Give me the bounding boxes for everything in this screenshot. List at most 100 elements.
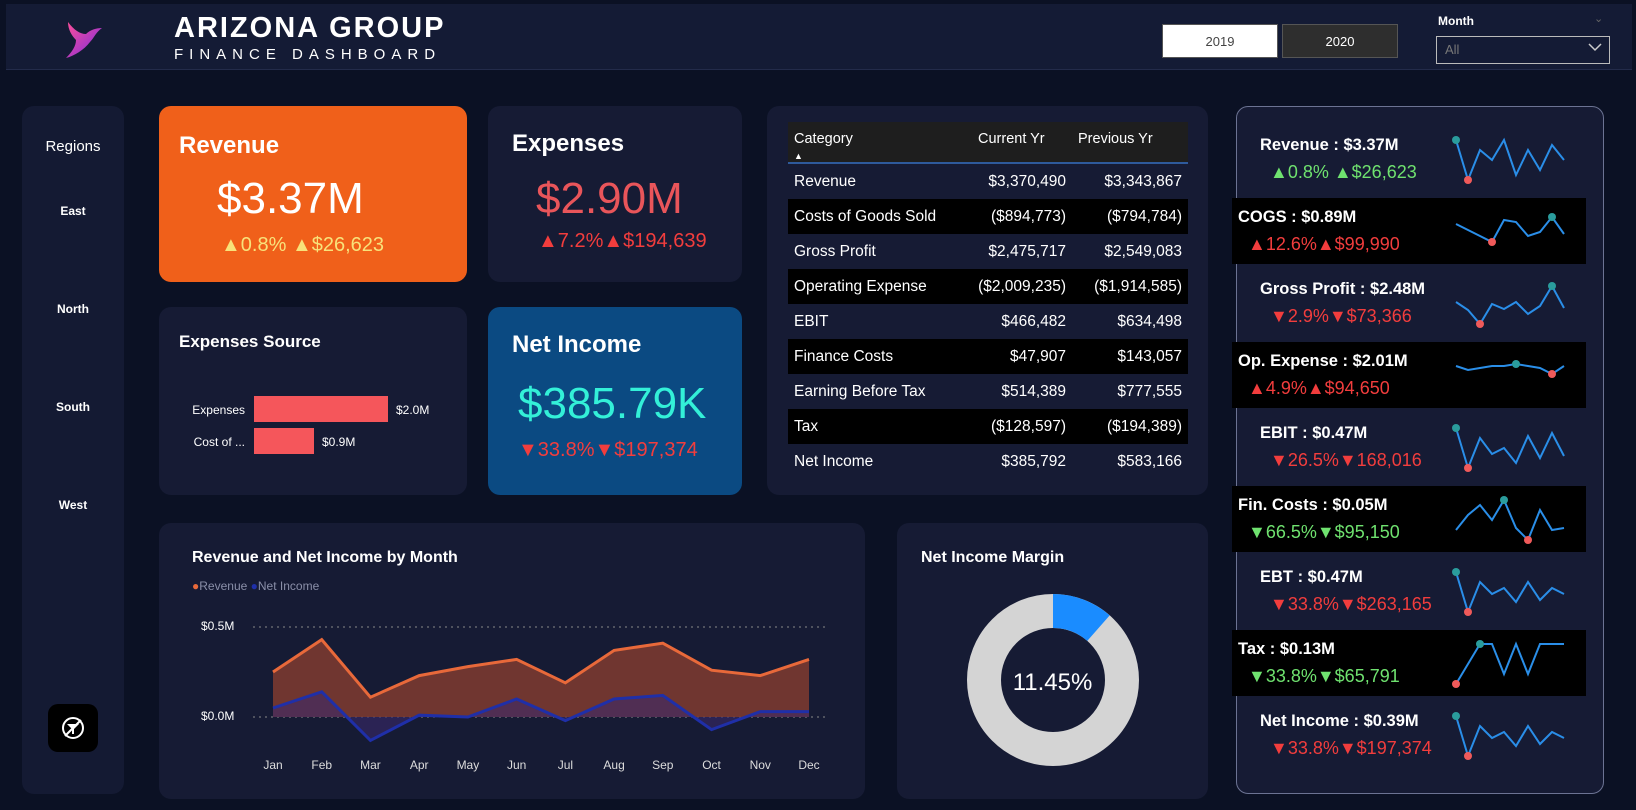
line-chart-legend: ●Revenue ●Net Income	[192, 579, 319, 593]
cell-current-yr: $466,482	[1001, 313, 1066, 330]
sparkline-chart	[1452, 640, 1564, 688]
cell-category: Earning Before Tax	[794, 383, 926, 400]
sparkline-change: ▼2.9%▼$73,366	[1270, 306, 1412, 326]
table-row: Operating Expense ($2,009,235) ($1,914,585…	[788, 269, 1188, 304]
table-row: Gross Profit $2,475,717 $2,549,083	[788, 234, 1188, 269]
header-previous-yr[interactable]: Previous Yr	[1078, 131, 1153, 147]
table-row: Tax ($128,597) ($194,389)	[788, 409, 1188, 444]
sparkline-min-point	[1488, 238, 1496, 246]
x-tick-label: Dec	[798, 758, 819, 772]
margin-title: Net Income Margin	[921, 549, 1065, 566]
table-header: Category ▲ Current Yr Previous Yr	[788, 122, 1188, 164]
sparkline-row: EBIT : $0.47M ▼26.5%▼168,016	[1232, 414, 1586, 480]
sparkline-title: Revenue : $3.37M	[1260, 136, 1399, 154]
bar-expenses	[254, 396, 388, 422]
cell-current-yr: $2,475,717	[988, 243, 1066, 260]
sparkline-min-point	[1476, 320, 1484, 328]
cell-category: Revenue	[794, 173, 857, 190]
year-2020-button[interactable]: 2020	[1282, 24, 1398, 58]
revenue-card: Revenue $3.37M ▲0.8% ▲$26,623	[159, 106, 467, 282]
sparkline-row: Fin. Costs : $0.05M ▼66.5%▼$95,150	[1232, 486, 1586, 552]
sparkline-chart	[1452, 712, 1565, 760]
cell-category: EBIT	[794, 313, 829, 330]
legend-dot-revenue: ●	[192, 579, 200, 593]
region-east[interactable]: East	[60, 204, 86, 218]
x-tick-label: Jan	[263, 758, 282, 772]
x-tick-label: Oct	[702, 758, 721, 772]
sparkline-chart	[1452, 568, 1565, 616]
chevron-down-icon	[1587, 39, 1603, 58]
net-income-change: ▼33.8%▼$197,374	[518, 439, 698, 461]
sparkline-chart	[1455, 282, 1565, 328]
sparkline-title: Fin. Costs : $0.05M	[1238, 496, 1388, 514]
header-bar: ARIZONA GROUP FINANCE DASHBOARD 2019 202…	[6, 4, 1632, 70]
header-current-yr[interactable]: Current Yr	[978, 131, 1045, 147]
x-tick-label: Jul	[558, 758, 573, 772]
regions-panel: Regions East North South West	[22, 106, 124, 794]
bar-value-cogs: $0.9M	[322, 435, 356, 449]
region-west[interactable]: West	[58, 498, 88, 512]
sparkline-line	[1455, 137, 1565, 184]
revenue-value: $3.37M	[217, 174, 364, 223]
x-tick-label: Nov	[750, 758, 771, 772]
year-2019-button[interactable]: 2019	[1162, 24, 1278, 58]
sparkline-title: Op. Expense : $2.01M	[1238, 352, 1408, 370]
expenses-source-title: Expenses Source	[179, 332, 321, 351]
sparkline-min-point	[1464, 176, 1472, 184]
bird-logo-icon	[66, 22, 102, 58]
table-row: Revenue $3,370,490 $3,343,867	[788, 164, 1188, 199]
y-tick-top: $0.5M	[201, 619, 235, 633]
sparkline-chart	[1452, 424, 1565, 472]
area-fill-revenue	[273, 639, 809, 717]
sparkline-min-point	[1524, 536, 1532, 544]
sparkline-chart	[1455, 360, 1565, 378]
month-select-value: All	[1445, 42, 1460, 57]
sparkline-title: EBIT : $0.47M	[1260, 424, 1368, 442]
sparkline-line	[1455, 497, 1565, 542]
sparkline-change: ▲4.9%▲$94,650	[1248, 378, 1390, 398]
header-category[interactable]: Category ▲	[794, 131, 853, 161]
legend-net-income: Net Income	[257, 579, 320, 593]
x-tick-label: Apr	[410, 758, 429, 772]
bar-label-expenses: Expenses	[192, 403, 245, 417]
region-north[interactable]: North	[57, 302, 89, 316]
clear-filter-button[interactable]	[48, 704, 98, 752]
sort-arrow-icon: ▲	[794, 151, 803, 161]
margin-donut	[967, 594, 1139, 766]
expenses-title: Expenses	[512, 130, 625, 157]
month-select[interactable]: All	[1436, 36, 1610, 64]
cell-current-yr: ($2,009,235)	[978, 278, 1066, 295]
sparkline-row: Gross Profit : $2.48M ▼2.9%▼$73,366	[1232, 270, 1586, 336]
chevron-down-icon[interactable]: ⌄	[1594, 13, 1604, 25]
sparkline-change: ▼66.5%▼$95,150	[1248, 522, 1400, 542]
donut-margin-slice	[967, 594, 1139, 766]
series-line-net-income	[272, 690, 809, 743]
cell-previous-yr: ($1,914,585)	[1094, 278, 1182, 295]
margin-value: 11.45%	[1012, 669, 1093, 696]
net-income-title: Net Income	[512, 331, 642, 358]
sparkline-chart	[1455, 496, 1565, 544]
sparkline-line	[1455, 283, 1565, 326]
sparkline-min-point	[1548, 370, 1556, 378]
y-tick-zero: $0.0M	[201, 709, 235, 723]
sparkline-line	[1455, 427, 1565, 472]
table-row: Costs of Goods Sold ($894,773) ($794,784)	[788, 199, 1188, 234]
x-tick-label: Jun	[507, 758, 526, 772]
cell-previous-yr: ($794,784)	[1107, 208, 1182, 225]
sparkline-max-point	[1548, 213, 1556, 221]
cell-previous-yr: $3,343,867	[1104, 173, 1182, 190]
cell-previous-yr: $777,555	[1117, 383, 1182, 400]
sparkline-change: ▼33.8%▼$263,165	[1270, 594, 1432, 614]
bar-cogs	[254, 428, 314, 454]
cell-previous-yr: ($194,389)	[1107, 418, 1182, 435]
revenue-change: ▲0.8% ▲$26,623	[221, 234, 385, 256]
table-row: EBIT $466,482 $634,498	[788, 304, 1188, 339]
region-south[interactable]: South	[56, 400, 90, 414]
cell-previous-yr: $2,549,083	[1104, 243, 1182, 260]
brand-title: ARIZONA GROUP	[174, 12, 446, 44]
cell-current-yr: $514,389	[1001, 383, 1066, 400]
legend-dot-net-income: ●	[250, 579, 258, 593]
cell-current-yr: ($128,597)	[991, 418, 1066, 435]
expenses-value: $2.90M	[536, 174, 683, 223]
sparkline-max-point	[1452, 568, 1460, 576]
